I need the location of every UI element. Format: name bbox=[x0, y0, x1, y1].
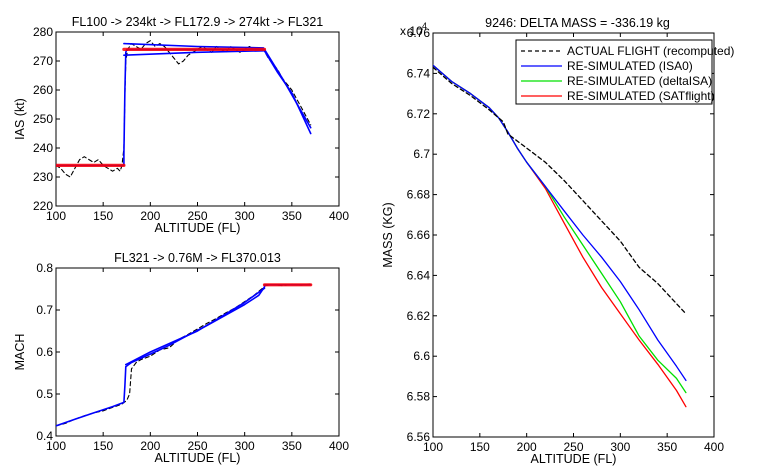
x-axis-label: ALTITUDE (FL) bbox=[531, 452, 617, 466]
mach-chart: 100 150 200 250 300 350 400 0.4 0.5 0.6 0.7 0.8 FL32… bbox=[13, 251, 349, 465]
y-axis-label: IAS (kt) bbox=[13, 98, 27, 140]
y-tick-label: 280 bbox=[33, 25, 53, 39]
series-group bbox=[56, 283, 313, 427]
chart-title: FL100 -> 234kt -> FL172.9 -> 274kt -> FL… bbox=[72, 15, 324, 29]
x-tick-label: 100 bbox=[46, 439, 66, 453]
ias-chart: 100 150 200 250 300 350 400 220 230 240 250 260 270 2… bbox=[13, 15, 349, 235]
y-tick-label: 6.56 bbox=[407, 430, 431, 444]
series-line-isa0 bbox=[56, 48, 312, 167]
x-tick-label: 200 bbox=[517, 440, 537, 454]
x-tick-label: 350 bbox=[282, 209, 302, 223]
legend-entry-actual: ACTUAL FLIGHT (recomputed) bbox=[567, 44, 734, 58]
y-tick-label: 0.4 bbox=[36, 429, 53, 443]
mass-chart: 100 150 200 250 300 350 400 6.56 6.58 6.6 6.62 6.64… bbox=[381, 16, 734, 466]
x-tick-label: 350 bbox=[657, 440, 677, 454]
series-line-actual bbox=[56, 40, 312, 178]
x-tick-label: 200 bbox=[140, 439, 160, 453]
y-tick-label: 6.64 bbox=[407, 268, 431, 282]
series-line-isa0 bbox=[125, 287, 266, 366]
x-tick-label: 150 bbox=[470, 440, 490, 454]
legend: ACTUAL FLIGHT (recomputed)RE-SIMULATED (… bbox=[515, 39, 734, 105]
y-scale-exponent: 4 bbox=[422, 21, 427, 31]
x-tick-label: 300 bbox=[235, 209, 255, 223]
y-tick-label: 220 bbox=[33, 199, 53, 213]
x-tick-label: 350 bbox=[282, 439, 302, 453]
y-tick-label: 240 bbox=[33, 141, 53, 155]
y-tick-label: 6.58 bbox=[407, 390, 431, 404]
x-tick-label: 100 bbox=[46, 209, 66, 223]
series-line-actual bbox=[56, 283, 312, 427]
x-tick-label: 150 bbox=[93, 439, 113, 453]
legend-entry-deltaisa: RE-SIMULATED (deltaISA) bbox=[567, 74, 712, 88]
chart-title: 9246: DELTA MASS = -336.19 kg bbox=[485, 16, 670, 30]
series-group bbox=[56, 40, 312, 178]
y-tick-label: 230 bbox=[33, 170, 53, 184]
series-group bbox=[433, 64, 687, 408]
x-tick-label: 300 bbox=[235, 439, 255, 453]
y-tick-label: 6.62 bbox=[407, 309, 431, 323]
x-tick-label: 150 bbox=[93, 209, 113, 223]
y-tick-label: 0.7 bbox=[36, 303, 53, 317]
x-tick-label: 100 bbox=[423, 440, 443, 454]
legend-box bbox=[515, 39, 713, 105]
x-tick-label: 300 bbox=[610, 440, 630, 454]
y-tick-label: 6.7 bbox=[413, 147, 430, 161]
x-tick-label: 250 bbox=[187, 439, 207, 453]
series-line-isa0 bbox=[433, 64, 687, 382]
x-tick-label: 400 bbox=[329, 209, 349, 223]
y-tick-label: 6.72 bbox=[407, 107, 431, 121]
y-tick-label: 270 bbox=[33, 54, 53, 68]
y-tick-label: 6.66 bbox=[407, 228, 431, 242]
series-line-actual bbox=[433, 66, 687, 315]
y-axis-label: MASS (KG) bbox=[381, 202, 395, 267]
y-tick-label: 0.6 bbox=[36, 345, 53, 359]
x-axis-label: ALTITUDE (FL) bbox=[155, 451, 241, 465]
y-tick-label: 250 bbox=[33, 112, 53, 126]
x-tick-label: 250 bbox=[187, 209, 207, 223]
chart-title: FL321 -> 0.76M -> FL370.013 bbox=[114, 251, 281, 265]
y-scale-multiplier: x 10 bbox=[400, 24, 423, 38]
legend-entry-satflight: RE-SIMULATED (SATflight) bbox=[567, 89, 715, 103]
x-tick-label: 200 bbox=[140, 209, 160, 223]
y-tick-label: 0.8 bbox=[36, 261, 53, 275]
x-axis-label: ALTITUDE (FL) bbox=[155, 221, 241, 235]
series-line-deltaisa bbox=[433, 64, 687, 394]
y-tick-label: 6.68 bbox=[407, 188, 431, 202]
y-axis-label: MACH bbox=[13, 334, 27, 371]
x-tick-label: 400 bbox=[329, 439, 349, 453]
series-line-isa0 bbox=[123, 42, 265, 49]
x-tick-label: 250 bbox=[563, 440, 583, 454]
y-tick-label: 6.76 bbox=[407, 26, 431, 40]
y-tick-label: 0.5 bbox=[36, 387, 53, 401]
series-line-satflight bbox=[433, 64, 687, 408]
x-tick-label: 400 bbox=[704, 440, 724, 454]
series-line-isa0 bbox=[56, 283, 312, 427]
plot-frame bbox=[55, 31, 340, 207]
y-tick-label: 6.74 bbox=[407, 66, 431, 80]
series-line-isa0 bbox=[263, 48, 312, 129]
y-tick-label: 260 bbox=[33, 83, 53, 97]
series-line-isa0 bbox=[123, 49, 265, 57]
legend-entry-isa0: RE-SIMULATED (ISA0) bbox=[567, 59, 693, 73]
y-tick-label: 6.6 bbox=[413, 349, 430, 363]
